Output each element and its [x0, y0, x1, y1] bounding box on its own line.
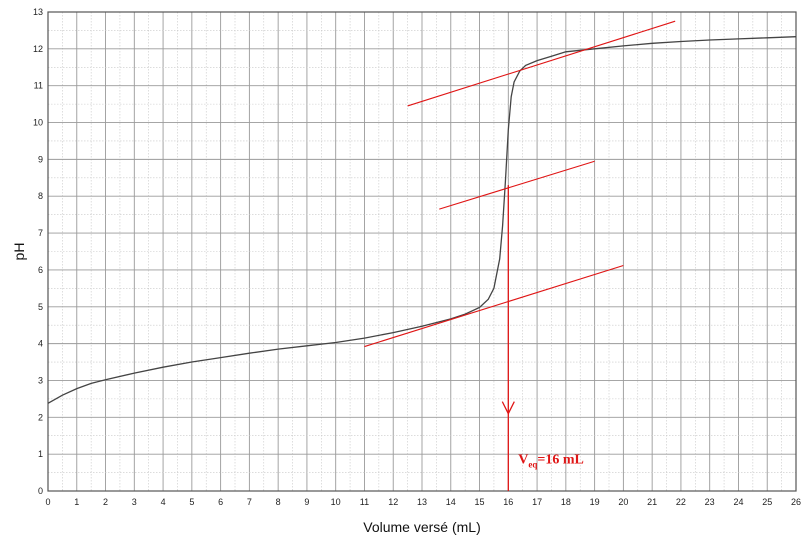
x-tick-label: 3 [132, 497, 137, 507]
y-tick-label: 13 [33, 7, 43, 17]
arrow-down-icon [501, 401, 515, 416]
x-tick-label: 7 [247, 497, 252, 507]
grid-lines [47, 11, 797, 492]
y-tick-label: 0 [38, 486, 43, 496]
x-tick-label: 20 [618, 497, 628, 507]
tangent-line [407, 20, 676, 107]
series-line-ph [47, 36, 797, 404]
y-tick-label: 10 [33, 118, 43, 128]
x-tick-label: 22 [676, 497, 686, 507]
y-tick-label: 3 [38, 375, 43, 385]
tangent-line [439, 160, 595, 210]
y-tick-label: 4 [38, 339, 43, 349]
x-tick-labels: 0 1 2 3 4 5 6 7 8 9 10 11 12 13 14 15 16 17 18 19 20 21 22 23 24… [45, 497, 801, 507]
y-tick-label: 8 [38, 191, 43, 201]
axes [47, 11, 797, 492]
x-tick-label: 19 [590, 497, 600, 507]
veq-main: V [518, 452, 528, 467]
plot-frame [47, 11, 797, 492]
x-tick-label: 6 [218, 497, 223, 507]
series-layer [47, 36, 797, 404]
x-tick-label: 24 [733, 497, 743, 507]
x-axis-label: Volume versé (mL) [363, 519, 480, 535]
x-tick-label: 4 [161, 497, 166, 507]
veq-rest: =16 mL [537, 452, 583, 467]
x-tick-label: 5 [189, 497, 194, 507]
x-tick-label: 8 [276, 497, 281, 507]
y-axis-label: pH [11, 243, 27, 261]
y-tick-label: 9 [38, 154, 43, 164]
annotation-layer [364, 20, 676, 491]
veq-subscript: eq [528, 459, 537, 469]
y-tick-label: 12 [33, 44, 43, 54]
x-tick-label: 23 [705, 497, 715, 507]
x-tick-label: 13 [417, 497, 427, 507]
x-tick-label: 1 [74, 497, 79, 507]
y-tick-label: 5 [38, 302, 43, 312]
x-tick-label: 11 [360, 497, 369, 507]
equivalence-volume-label: Veq=16 mL [518, 452, 584, 469]
x-tick-label: 18 [561, 497, 571, 507]
tangent-line [364, 264, 624, 348]
x-tick-label: 25 [762, 497, 772, 507]
x-tick-label: 21 [647, 497, 657, 507]
y-tick-label: 6 [38, 265, 43, 275]
x-tick-label: 2 [103, 497, 108, 507]
x-tick-label: 15 [475, 497, 485, 507]
x-tick-label: 16 [503, 497, 513, 507]
x-tick-label: 26 [791, 497, 801, 507]
x-tick-label: 9 [304, 497, 309, 507]
x-tick-label: 12 [388, 497, 398, 507]
x-tick-label: 14 [446, 497, 456, 507]
x-tick-label: 10 [331, 497, 341, 507]
y-tick-label: 1 [38, 449, 43, 459]
x-tick-label: 0 [45, 497, 50, 507]
x-tick-label: 17 [532, 497, 542, 507]
y-tick-label: 7 [38, 228, 43, 238]
y-tick-label: 11 [34, 81, 43, 91]
y-tick-label: 2 [38, 412, 43, 422]
